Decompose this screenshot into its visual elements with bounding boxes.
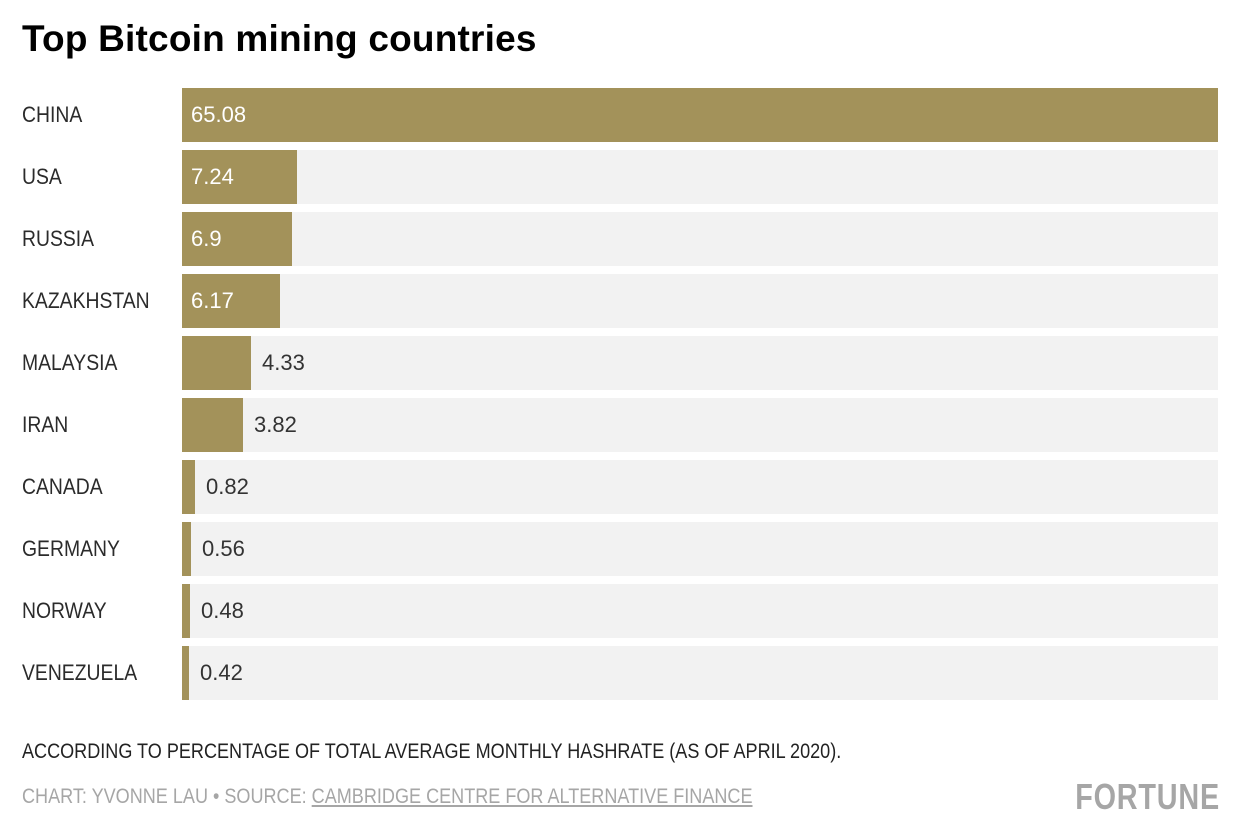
bar [182,646,189,700]
bar-track: 0.48 [182,584,1218,638]
value-label: 0.82 [206,474,249,499]
value-label: 65.08 [191,102,247,127]
bar [182,584,190,638]
bar-row: IRAN 3.82 [0,398,1240,452]
bar-track: 6.17 [182,274,1218,328]
bar-row: VENEZUELA 0.42 [0,646,1240,700]
category-label: VENEZUELA [22,660,138,685]
bar [182,336,251,390]
bar [182,522,191,576]
bar-row: GERMANY 0.56 [0,522,1240,576]
value-label: 7.24 [191,164,234,189]
value-label: 0.56 [202,536,245,561]
value-label: 3.82 [254,412,297,437]
credit-text: CHART: YVONNE LAU • SOURCE: [22,785,312,808]
category-label: IRAN [22,412,69,437]
category-label: CANADA [22,474,103,499]
category-label: KAZAKHSTAN [22,288,150,313]
bar-track: 6.9 [182,212,1218,266]
bar-row: CANADA 0.82 [0,460,1240,514]
chart-note: ACCORDING TO PERCENTAGE OF TOTAL AVERAGE… [22,740,842,763]
bar-row: USA 7.24 [0,150,1240,204]
bar-row: RUSSIA 6.9 [0,212,1240,266]
bar-track: 0.42 [182,646,1218,700]
chart-title: Top Bitcoin mining countries [22,18,537,59]
value-label: 0.48 [201,598,244,623]
bar-track: 3.82 [182,398,1218,452]
source-link[interactable]: CAMBRIDGE CENTRE FOR ALTERNATIVE FINANCE [311,785,753,808]
bar [182,150,297,204]
bar-row: KAZAKHSTAN 6.17 [0,274,1240,328]
fortune-logo: FORTUNE [1075,776,1220,817]
bar-row: CHINA 65.08 [0,88,1240,142]
category-label: MALAYSIA [22,350,118,375]
bar-row: NORWAY 0.48 [0,584,1240,638]
bar [182,88,1218,142]
category-label: USA [22,164,62,189]
bar [182,212,292,266]
chart-credit: CHART: YVONNE LAU • SOURCE: CAMBRIDGE CE… [22,785,753,809]
bar-track: 0.56 [182,522,1218,576]
value-label: 6.9 [191,226,222,251]
bar [182,398,243,452]
bar-track: 4.33 [182,336,1218,390]
category-label: CHINA [22,102,83,127]
category-label: GERMANY [22,536,120,561]
bar-track: 0.82 [182,460,1218,514]
value-label: 0.42 [200,660,243,685]
bar [182,274,280,328]
category-label: NORWAY [22,598,107,623]
bar-track: 65.08 [182,88,1218,142]
value-label: 6.17 [191,288,234,313]
value-label: 4.33 [262,350,305,375]
category-label: RUSSIA [22,226,95,251]
bar [182,460,195,514]
bar-track: 7.24 [182,150,1218,204]
bar-row: MALAYSIA 4.33 [0,336,1240,390]
